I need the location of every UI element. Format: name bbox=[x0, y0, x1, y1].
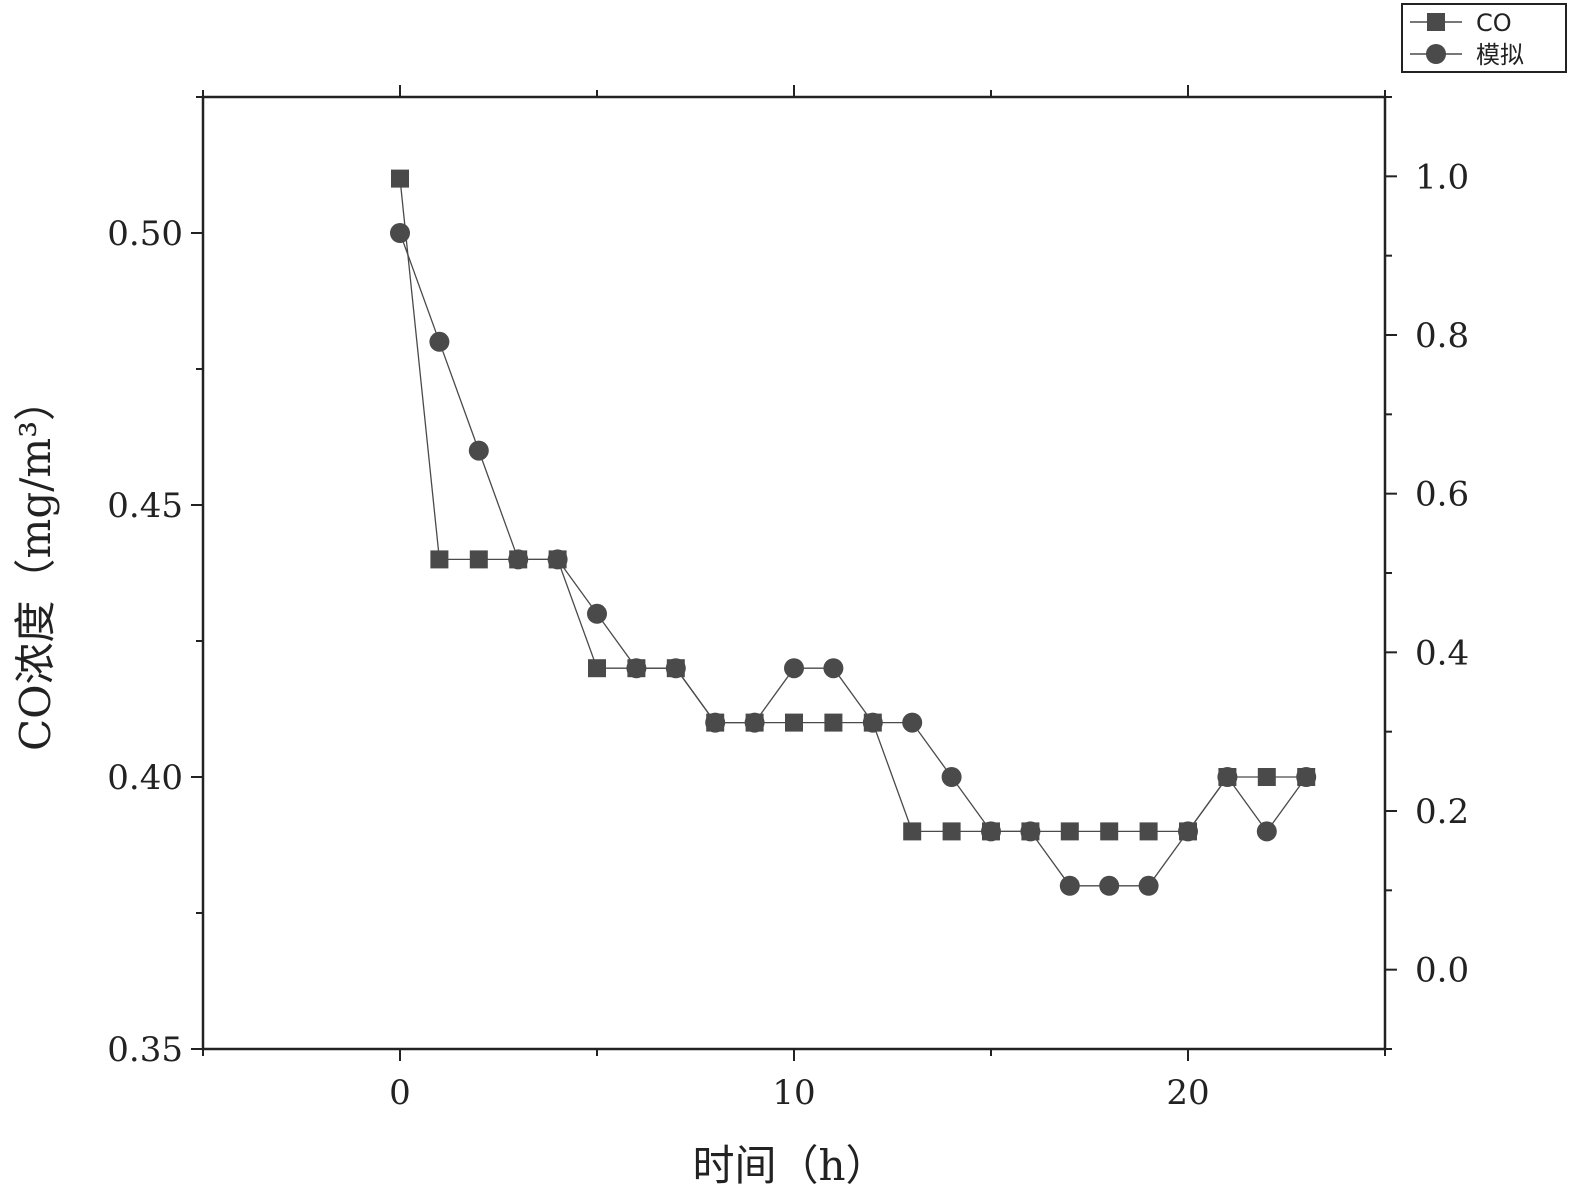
series-line bbox=[399, 178, 1307, 833]
data-point-circle bbox=[1020, 821, 1041, 842]
data-point-circle bbox=[1256, 821, 1277, 842]
data-point-circle bbox=[626, 658, 647, 679]
legend-marker-sim bbox=[1426, 44, 1446, 64]
data-point-square bbox=[1100, 822, 1119, 841]
x-tick-label: 10 bbox=[772, 1073, 815, 1113]
data-point-circle bbox=[1217, 767, 1238, 787]
y2-tick-label: 0.2 bbox=[1415, 792, 1469, 832]
data-point-circle bbox=[981, 821, 1001, 842]
series-sim bbox=[399, 232, 1307, 887]
y-axis-right: 0.0 0.2 0.4 0.6 0.8 1.0 bbox=[1385, 96, 1469, 1050]
data-point-square bbox=[785, 713, 803, 732]
legend-entry-sim: 模拟 bbox=[1410, 41, 1524, 69]
data-point-circle bbox=[823, 658, 844, 679]
data-point-circle bbox=[547, 549, 568, 570]
data-point-square bbox=[588, 659, 606, 678]
data-point-square bbox=[942, 822, 961, 841]
data-point-circle bbox=[508, 549, 529, 570]
data-point-circle bbox=[1099, 875, 1120, 896]
plot-frame bbox=[201, 95, 1387, 1051]
data-point-square bbox=[1257, 768, 1276, 786]
data-point-square bbox=[1060, 822, 1079, 841]
data-point-circle bbox=[429, 331, 450, 352]
data-point-circle bbox=[705, 712, 726, 733]
y2-tick-label: 0.8 bbox=[1415, 316, 1469, 356]
x-tick-label: 0 bbox=[389, 1073, 411, 1113]
data-point-square bbox=[430, 550, 449, 569]
series-co bbox=[399, 178, 1307, 833]
y-tick-label: 0.45 bbox=[107, 486, 183, 526]
y2-tick-label: 0.4 bbox=[1415, 633, 1469, 673]
y2-tick-label: 0.6 bbox=[1415, 475, 1469, 515]
markers-sim bbox=[390, 223, 1317, 896]
legend-label-sim: 模拟 bbox=[1476, 41, 1524, 69]
data-point-square bbox=[391, 169, 409, 188]
data-point-square bbox=[824, 713, 843, 732]
data-point-circle bbox=[902, 712, 923, 733]
x-axis: 0 10 20 bbox=[202, 85, 1386, 1113]
data-point-circle bbox=[744, 712, 765, 733]
markers-co bbox=[391, 169, 1316, 841]
data-point-circle bbox=[862, 712, 883, 733]
data-point-circle bbox=[784, 658, 804, 679]
data-point-circle bbox=[468, 440, 489, 461]
data-point-circle bbox=[390, 223, 410, 243]
data-point-circle bbox=[665, 658, 686, 679]
x-axis-title: 时间（h） bbox=[692, 1141, 887, 1190]
data-point-circle bbox=[941, 767, 962, 787]
y-tick-label: 0.50 bbox=[107, 214, 183, 254]
data-point-square bbox=[1139, 822, 1158, 841]
legend-entry-co: CO bbox=[1410, 9, 1512, 37]
y-axis-left: 0.35 0.40 0.45 0.50 bbox=[107, 96, 203, 1070]
data-point-circle bbox=[587, 603, 607, 624]
y2-tick-label: 1.0 bbox=[1415, 157, 1469, 197]
y-tick-label: 0.40 bbox=[107, 758, 183, 798]
data-point-circle bbox=[1059, 875, 1080, 896]
y-tick-label: 0.35 bbox=[107, 1030, 183, 1070]
legend-label-co: CO bbox=[1476, 9, 1512, 37]
data-point-circle bbox=[1178, 821, 1198, 842]
legend: CO 模拟 bbox=[1401, 3, 1567, 73]
y2-tick-label: 0.0 bbox=[1415, 951, 1469, 991]
data-point-circle bbox=[1296, 767, 1317, 787]
series-layer bbox=[390, 169, 1317, 896]
data-point-square bbox=[469, 550, 488, 569]
data-point-square bbox=[903, 822, 922, 841]
y-axis-title: CO浓度（mg/m³） bbox=[11, 379, 60, 751]
series-line bbox=[399, 232, 1307, 887]
plot-border bbox=[201, 95, 1387, 1051]
data-point-circle bbox=[1138, 875, 1159, 896]
x-tick-label: 20 bbox=[1166, 1073, 1209, 1113]
legend-marker-co bbox=[1427, 13, 1445, 31]
